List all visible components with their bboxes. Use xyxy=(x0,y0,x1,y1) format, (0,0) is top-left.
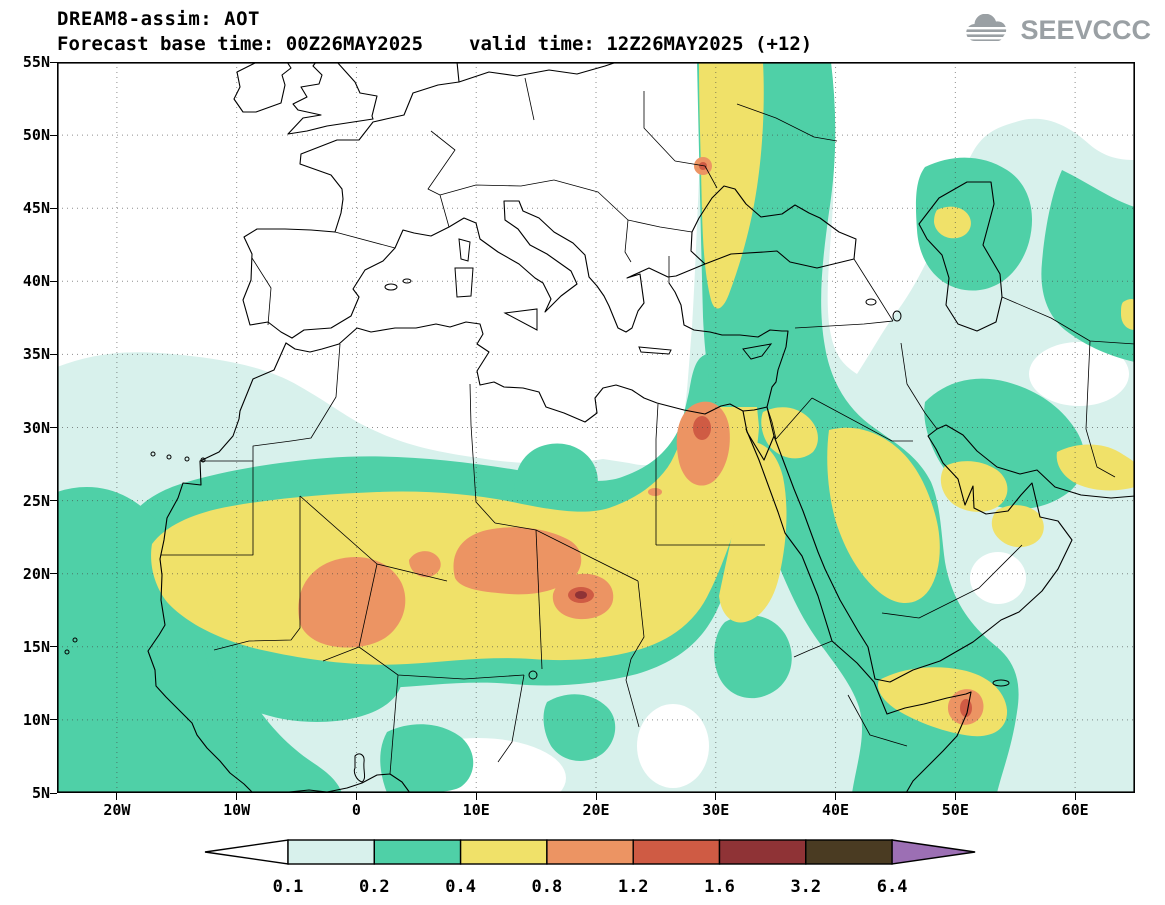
lat-tick xyxy=(50,573,57,574)
lon-tick xyxy=(596,793,597,800)
clear-gap xyxy=(637,704,709,788)
forecast-base-time: Forecast base time: 00Z26MAY2025 xyxy=(57,33,423,55)
colorbar-label: 0.8 xyxy=(532,877,563,897)
lat-tick xyxy=(50,427,57,428)
map-shape xyxy=(335,232,395,248)
coastline-ireland xyxy=(234,62,291,112)
lon-tick xyxy=(835,793,836,800)
map-shape xyxy=(440,180,554,195)
lat-tick-label: 55N xyxy=(6,53,50,71)
lon-tick-label: 20W xyxy=(87,801,147,819)
lat-tick xyxy=(50,793,57,794)
colorbar-label: 0.1 xyxy=(273,877,304,897)
lat-tick-label: 40N xyxy=(6,272,50,290)
lon-tick-label: 0 xyxy=(326,801,386,819)
map-shape xyxy=(428,131,455,227)
lat-tick-label: 25N xyxy=(6,492,50,510)
lon-tick-label: 10E xyxy=(446,801,506,819)
lat-tick-label: 5N xyxy=(6,784,50,802)
colorbar-under-arrow xyxy=(205,840,288,864)
lat-tick xyxy=(50,354,57,355)
map-shape xyxy=(854,259,893,321)
valid-time: valid time: 12Z26MAY2025 (+12) xyxy=(469,33,812,55)
aot-fill-region xyxy=(648,488,662,496)
lon-tick xyxy=(476,793,477,800)
seevccc-cloud-icon xyxy=(963,14,1013,46)
lat-tick xyxy=(50,135,57,136)
map-shape xyxy=(252,258,271,325)
lake-van xyxy=(866,299,876,305)
colorbar-label: 3.2 xyxy=(790,877,821,897)
lon-tick xyxy=(1075,793,1076,800)
map-shape xyxy=(644,91,675,161)
colorbar-label: 6.4 xyxy=(877,877,908,897)
aot-colorbar: 0.1 0.2 0.4 0.8 1.2 1.6 3.2 6.4 xyxy=(200,836,980,900)
map-shape xyxy=(625,220,631,262)
lat-tick-label: 10N xyxy=(6,711,50,729)
map-shape xyxy=(525,78,534,120)
lon-tick xyxy=(236,793,237,800)
colorbar-segment xyxy=(547,840,633,864)
colorbar-segment xyxy=(288,840,374,864)
colorbar-segment xyxy=(461,840,547,864)
colorbar-label: 1.2 xyxy=(618,877,649,897)
lat-tick-label: 15N xyxy=(6,638,50,656)
lat-tick xyxy=(50,646,57,647)
colorbar-label: 1.6 xyxy=(704,877,735,897)
aot-fill-region xyxy=(575,591,587,599)
island-corsica xyxy=(459,239,470,261)
coastline-baltic xyxy=(459,62,617,82)
island-sardinia xyxy=(455,268,473,297)
lon-tick-label: 30E xyxy=(686,801,746,819)
colorbar-segment xyxy=(720,840,806,864)
colorbar-label: 0.2 xyxy=(359,877,390,897)
island-sicily xyxy=(505,309,537,330)
lat-tick-label: 30N xyxy=(6,419,50,437)
island-crete xyxy=(639,347,671,354)
chart-subtitle: Forecast base time: 00Z26MAY2025 valid ti… xyxy=(57,33,812,55)
colorbar-over-arrow xyxy=(892,840,975,864)
seevccc-logo: SEEVCCC xyxy=(963,14,1151,46)
coastline-uk xyxy=(288,62,377,134)
lon-tick xyxy=(955,793,956,800)
coastline-europe-atlantic xyxy=(243,62,459,338)
clear-gap xyxy=(970,552,1026,604)
lat-tick xyxy=(50,719,57,720)
lat-tick xyxy=(50,500,57,501)
map-shape xyxy=(554,180,692,232)
forecast-map xyxy=(57,62,1135,793)
lat-tick-label: 50N xyxy=(6,126,50,144)
island-mallorca xyxy=(385,284,397,290)
lon-tick-label: 60E xyxy=(1045,801,1105,819)
lat-tick xyxy=(50,208,57,209)
colorbar-segment xyxy=(374,840,460,864)
colorbar-segment xyxy=(633,840,719,864)
lon-tick-label: 20E xyxy=(566,801,626,819)
lon-tick-label: 50E xyxy=(925,801,985,819)
lon-tick-label: 40E xyxy=(806,801,866,819)
lon-tick xyxy=(715,793,716,800)
chart-title: DREAM8-assim: AOT xyxy=(57,8,260,30)
colorbar-segment xyxy=(806,840,892,864)
lon-tick-label: 10W xyxy=(207,801,267,819)
dream8-aot-forecast: DREAM8-assim: AOT Forecast base time: 00… xyxy=(0,0,1165,905)
seevccc-logo-text: SEEVCCC xyxy=(1020,15,1151,46)
lon-tick xyxy=(116,793,117,800)
lat-tick-label: 35N xyxy=(6,345,50,363)
lon-tick xyxy=(356,793,357,800)
lat-tick xyxy=(50,281,57,282)
lat-tick-label: 20N xyxy=(6,565,50,583)
lat-tick xyxy=(50,62,57,63)
colorbar-label: 0.4 xyxy=(445,877,476,897)
lat-tick-label: 45N xyxy=(6,199,50,217)
